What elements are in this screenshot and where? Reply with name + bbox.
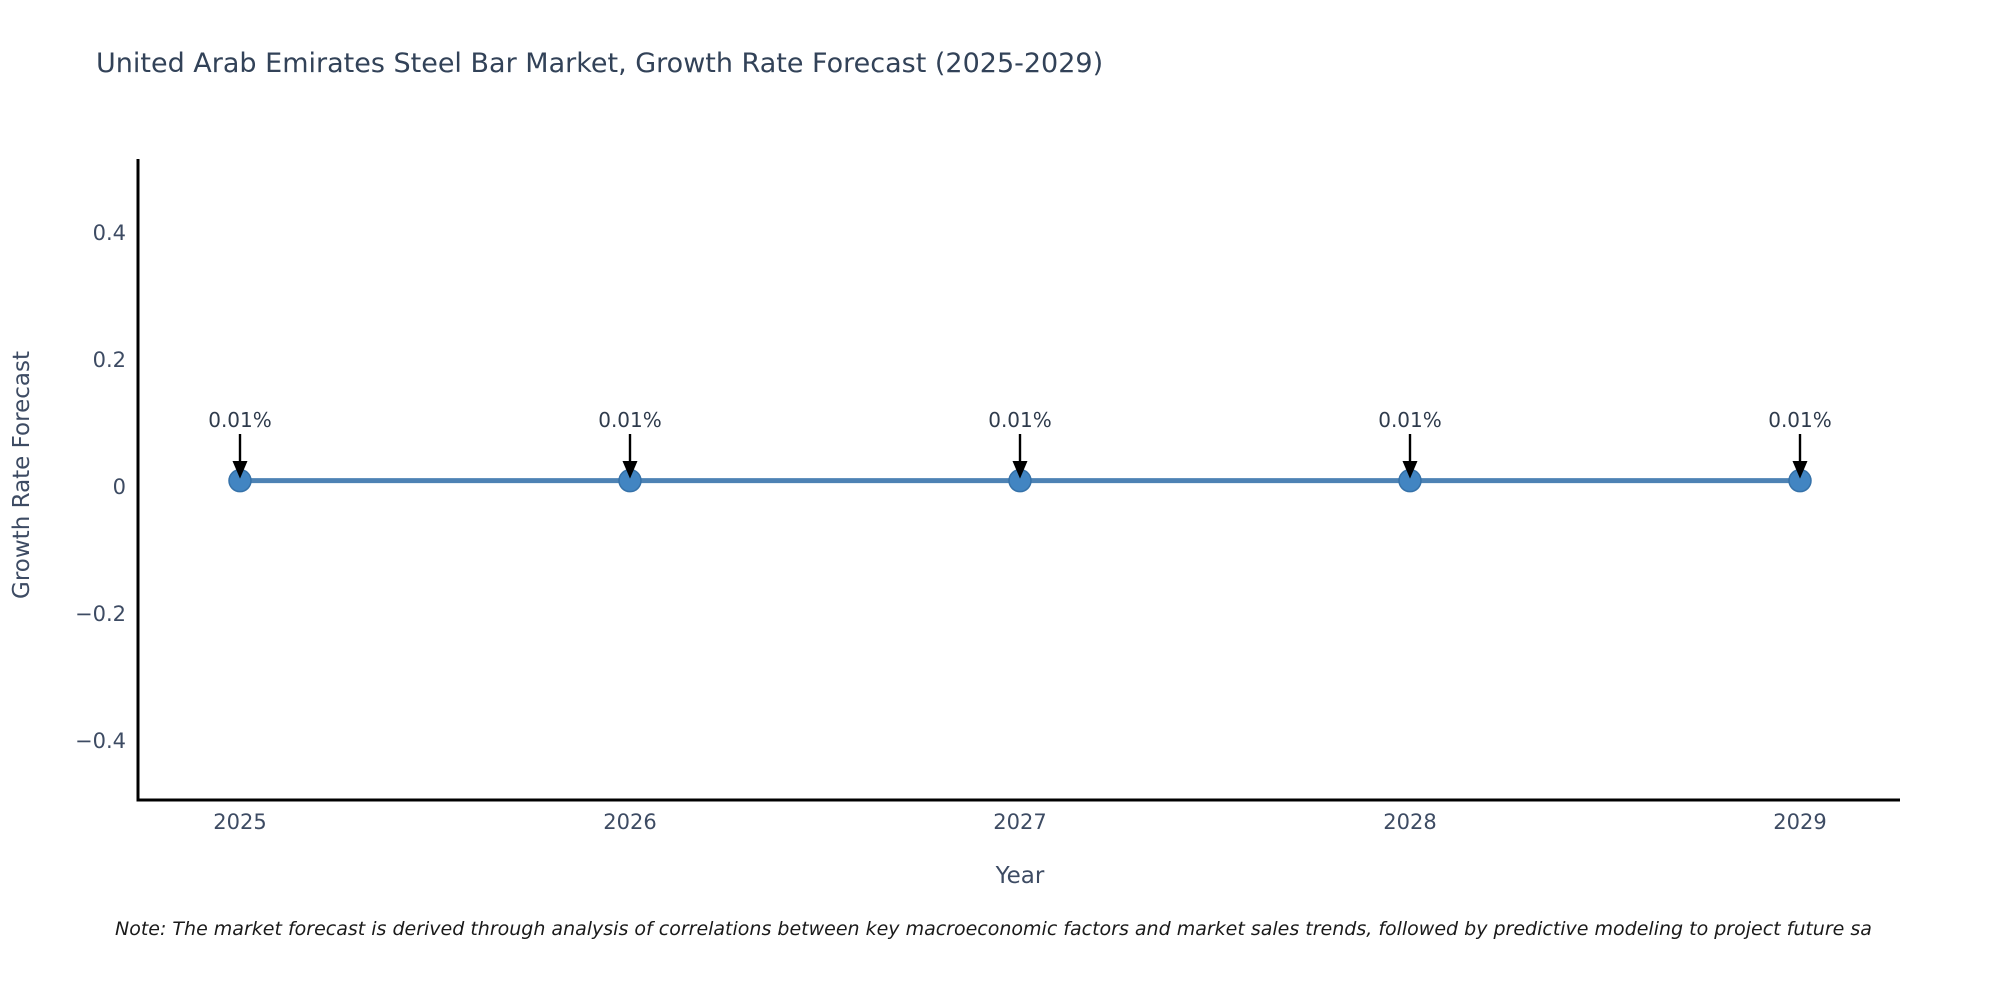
annotation-label: 0.01% xyxy=(1768,408,1832,432)
annotation-label: 0.01% xyxy=(208,408,272,432)
annotation-arrow-head xyxy=(1402,461,1418,479)
annotation-label: 0.01% xyxy=(1378,408,1442,432)
y-tick-label: −0.4 xyxy=(75,729,126,753)
y-tick-label: 0.2 xyxy=(93,348,126,372)
x-axis-title: Year xyxy=(995,863,1045,889)
annotation-arrow-head xyxy=(232,461,248,479)
footnote-text: Note: The market forecast is derived thr… xyxy=(115,918,1872,940)
y-axis-title: Growth Rate Forecast xyxy=(9,351,35,599)
annotation-arrow-head xyxy=(1012,461,1028,479)
annotation-label: 0.01% xyxy=(988,408,1052,432)
x-tick-label: 2025 xyxy=(213,810,266,834)
y-tick-label: 0 xyxy=(113,475,126,499)
annotation-arrow-head xyxy=(622,461,638,479)
chart-title: United Arab Emirates Steel Bar Market, G… xyxy=(96,48,1104,79)
x-tick-label: 2027 xyxy=(993,810,1046,834)
x-tick-label: 2026 xyxy=(603,810,656,834)
y-tick-label: 0.4 xyxy=(93,221,126,245)
x-tick-label: 2028 xyxy=(1383,810,1436,834)
annotation-label: 0.01% xyxy=(598,408,662,432)
y-tick-label: −0.2 xyxy=(75,602,126,626)
x-tick-label: 2029 xyxy=(1773,810,1826,834)
annotation-arrow-head xyxy=(1792,461,1808,479)
